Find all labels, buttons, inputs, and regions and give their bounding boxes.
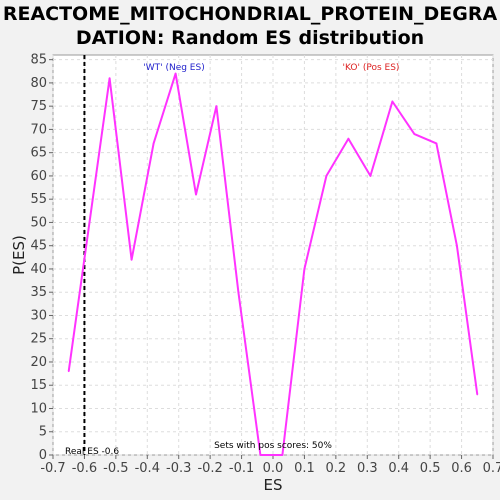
data-point [67, 370, 70, 373]
data-point [476, 393, 479, 396]
y-tick-label: 85 [30, 53, 47, 68]
data-point [259, 454, 262, 456]
y-tick-label: 45 [30, 239, 47, 254]
y-tick-label: 60 [30, 169, 47, 184]
chart-title-line-2: DATION: Random ES distribution [75, 27, 425, 49]
x-tick-label: -0.2 [197, 461, 222, 476]
x-tick-label: 0.3 [357, 461, 378, 476]
y-tick-label: 75 [30, 99, 47, 114]
data-point [195, 193, 197, 196]
x-tick-label: 0.6 [451, 461, 472, 476]
data-point [413, 133, 416, 135]
data-point [215, 105, 218, 107]
y-tick-label: 25 [30, 332, 47, 347]
y-tick-label: 55 [30, 192, 47, 207]
y-axis-label: P(ES) [10, 235, 28, 275]
y-axis-ticks: 0 5 10 15 20 25 30 35 40 45 50 55 60 65 70 75 80 85 [30, 53, 53, 463]
x-tick-label: -0.1 [229, 461, 254, 476]
chart-title-line-1: REACTOME_MITOCHONDRIAL_PROTEIN_DEGRA [2, 3, 498, 25]
x-tick-label: -0.4 [135, 461, 160, 476]
data-point [152, 142, 155, 145]
y-tick-label: 80 [30, 76, 47, 91]
series-layer [67, 55, 479, 456]
x-tick-label: -0.5 [103, 461, 128, 476]
data-point [281, 454, 284, 456]
data-point [130, 258, 133, 261]
data-point [369, 175, 372, 177]
y-tick-label: 10 [30, 401, 47, 416]
x-tick-label: -0.6 [72, 461, 97, 476]
data-point [435, 142, 438, 145]
y-tick-label: 30 [30, 308, 47, 323]
data-point [237, 291, 240, 294]
data-point [391, 100, 394, 103]
data-point [456, 244, 458, 247]
x-tick-label: -0.7 [40, 461, 65, 476]
neg-es-label: 'WT' (Neg ES) [143, 63, 204, 73]
x-axis-ticks: -0.7 -0.6 -0.5 -0.4 -0.3 -0.2 -0.1 0.0 0.1 0.2 0.3… [40, 455, 500, 476]
x-tick-label: 0.5 [420, 461, 441, 476]
chart-title: REACTOME_MITOCHONDRIAL_PROTEIN_DEGRA DAT… [0, 2, 500, 50]
y-tick-label: 40 [30, 262, 47, 277]
data-point [108, 77, 111, 80]
pos-es-label: 'KO' (Pos ES) [343, 63, 400, 73]
y-tick-label: 20 [30, 355, 47, 370]
y-tick-label: 15 [30, 378, 47, 393]
x-tick-label: 0.2 [326, 461, 347, 476]
x-tick-label: 0.4 [388, 461, 409, 476]
y-tick-label: 35 [30, 285, 47, 300]
y-tick-label: 50 [30, 215, 47, 230]
data-point [303, 268, 306, 270]
data-point [174, 72, 177, 75]
x-tick-label: 0.7 [483, 461, 500, 476]
y-tick-label: 0 [39, 448, 47, 463]
grid-lines [52, 55, 494, 456]
pos-scores-label: Sets with pos scores: 50% [214, 441, 332, 451]
x-axis-label: ES [264, 476, 283, 494]
data-point [325, 175, 328, 177]
x-tick-label: 0.1 [294, 461, 315, 476]
x-tick-label: 0.0 [263, 461, 284, 476]
y-tick-label: 5 [39, 425, 47, 440]
data-point [347, 137, 350, 140]
x-tick-label: -0.3 [166, 461, 191, 476]
real-es-label: Real ES -0.6 [65, 447, 119, 457]
y-tick-label: 65 [30, 146, 47, 161]
y-tick-label: 70 [30, 122, 47, 137]
